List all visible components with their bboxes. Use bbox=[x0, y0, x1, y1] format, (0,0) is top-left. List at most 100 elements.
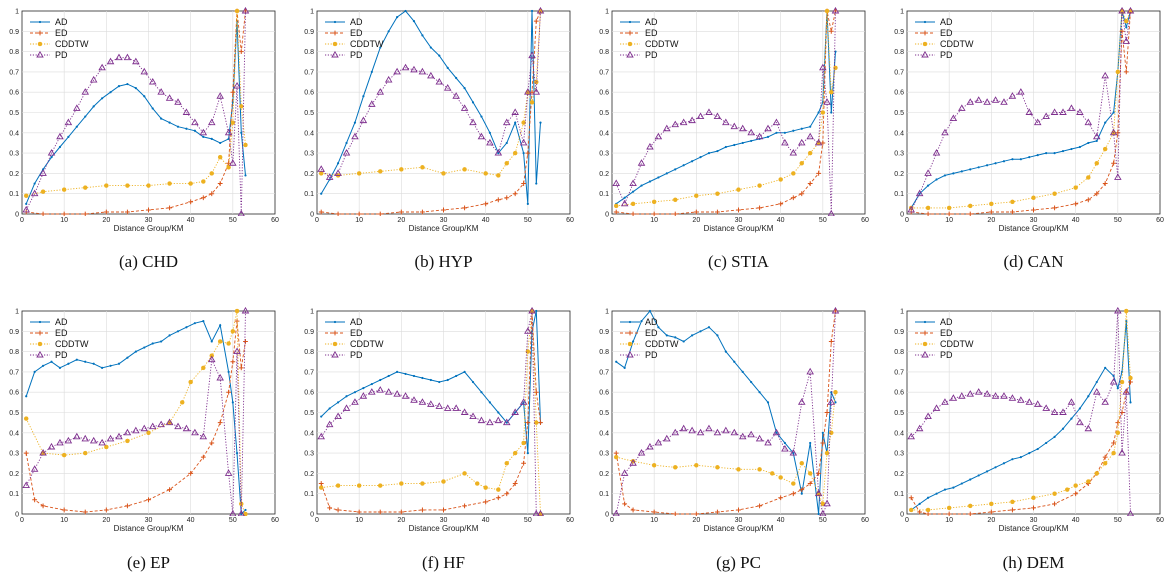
data-point-ed bbox=[672, 211, 678, 216]
data-point-ad bbox=[821, 431, 824, 434]
data-point-ed bbox=[377, 211, 383, 216]
legend-label: PD bbox=[645, 50, 658, 60]
data-point-pd bbox=[730, 428, 739, 436]
data-point-ad bbox=[185, 127, 188, 130]
data-point-pd bbox=[713, 112, 722, 120]
subplot-caption: (a) CHD bbox=[119, 252, 178, 271]
x-tick-label: 50 bbox=[229, 517, 237, 524]
data-point-ad bbox=[488, 401, 491, 404]
data-point-ad bbox=[151, 107, 154, 110]
data-point-ed bbox=[318, 209, 324, 215]
y-tick-label: 0.1 bbox=[894, 191, 904, 198]
data-point-ed bbox=[356, 211, 362, 216]
y-tick-label: 0.8 bbox=[304, 349, 314, 356]
data-point-ad bbox=[429, 378, 432, 382]
data-point-ad bbox=[219, 324, 222, 327]
y-tick-label: 1 bbox=[310, 9, 314, 16]
data-point-ad bbox=[640, 320, 643, 323]
data-point-ad bbox=[210, 137, 213, 140]
data-point-pd bbox=[47, 442, 56, 450]
data-point-ad bbox=[455, 374, 458, 378]
legend-marker bbox=[331, 350, 339, 358]
data-point-ed bbox=[816, 471, 822, 476]
data-point-cddtw bbox=[104, 183, 109, 188]
data-point-pd bbox=[39, 169, 47, 176]
data-point-ad bbox=[1070, 417, 1073, 420]
data-point-ad bbox=[926, 184, 930, 187]
data-point-pd bbox=[73, 432, 81, 440]
data-point-pd bbox=[747, 430, 755, 438]
y-tick-label: 0.2 bbox=[599, 171, 609, 178]
x-tick-label: 50 bbox=[229, 217, 237, 224]
data-point-pd bbox=[646, 142, 654, 150]
data-point-pd bbox=[1076, 108, 1084, 115]
x-tick-label: 50 bbox=[524, 217, 532, 224]
data-point-ed bbox=[356, 509, 362, 515]
data-point-pd bbox=[469, 118, 477, 126]
data-point-cddtw bbox=[968, 203, 973, 209]
data-point-ed bbox=[820, 440, 826, 446]
y-tick-label: 0.3 bbox=[599, 151, 609, 158]
data-point-cddtw bbox=[209, 171, 214, 176]
data-point-ad bbox=[994, 162, 997, 165]
data-point-ed bbox=[103, 507, 109, 513]
y-tick-label: 0.2 bbox=[304, 171, 314, 178]
data-point-ad bbox=[530, 9, 534, 13]
data-point-pd bbox=[224, 128, 233, 136]
data-point-cddtw bbox=[613, 454, 619, 460]
data-point-ad bbox=[387, 30, 390, 33]
data-point-ad bbox=[691, 334, 694, 337]
data-point-pd bbox=[1042, 112, 1050, 120]
data-point-ad bbox=[724, 350, 727, 353]
data-point-pd bbox=[747, 128, 755, 136]
data-point-ad bbox=[455, 76, 458, 80]
data-point-ed bbox=[820, 140, 826, 146]
data-point-ad bbox=[143, 95, 146, 98]
data-point-ad bbox=[126, 82, 129, 86]
data-point-cddtw bbox=[462, 167, 467, 172]
data-point-cddtw bbox=[946, 505, 952, 511]
data-point-ad bbox=[109, 364, 112, 367]
subplot-3: 0 10 20 30 40 50 60 0 0.1 0.2 0.3 0.4 0.5 0.6 0.7 0.8 0.… bbox=[599, 7, 869, 271]
data-point-cddtw bbox=[1111, 450, 1116, 456]
y-tick-label: 0.6 bbox=[304, 90, 314, 97]
legend-label: PD bbox=[350, 50, 363, 60]
data-point-ad bbox=[733, 143, 736, 147]
x-tick-label: 30 bbox=[145, 217, 153, 224]
legend-label: CDDTW bbox=[940, 339, 974, 349]
legend-label: CDDTW bbox=[940, 39, 974, 49]
data-point-pd bbox=[907, 205, 915, 213]
data-point-pd bbox=[932, 404, 941, 411]
data-point-ad bbox=[429, 46, 432, 49]
data-point-cddtw bbox=[318, 171, 324, 176]
data-point-cddtw bbox=[791, 171, 796, 176]
data-point-pd bbox=[376, 386, 385, 393]
data-point-pd bbox=[1050, 108, 1059, 115]
y-tick-label: 0.5 bbox=[9, 110, 19, 117]
data-point-pd bbox=[612, 179, 620, 186]
data-point-ad bbox=[240, 131, 243, 134]
data-point-ed bbox=[736, 507, 741, 513]
data-point-pd bbox=[393, 390, 401, 397]
data-point-pd bbox=[1118, 7, 1126, 14]
data-point-ad bbox=[219, 141, 222, 145]
data-point-pd bbox=[165, 94, 174, 101]
data-point-pd bbox=[983, 98, 991, 105]
data-point-pd bbox=[1067, 104, 1076, 111]
data-point-ad bbox=[353, 391, 357, 394]
y-tick-label: 0.9 bbox=[304, 29, 314, 36]
data-point-pd bbox=[410, 396, 418, 403]
data-point-ed bbox=[40, 503, 46, 509]
data-point-ed bbox=[946, 511, 952, 516]
data-point-pd bbox=[132, 426, 140, 434]
data-point-pd bbox=[907, 432, 915, 440]
legend-label: CDDTW bbox=[55, 339, 89, 349]
legend-marker bbox=[36, 350, 44, 358]
data-point-ad bbox=[682, 340, 685, 343]
x-tick-label: 60 bbox=[271, 217, 279, 224]
y-tick-label: 0.7 bbox=[894, 369, 904, 376]
x-tick-label: 10 bbox=[355, 217, 363, 224]
data-point-pd bbox=[620, 199, 629, 207]
y-tick-label: 0 bbox=[900, 212, 904, 219]
